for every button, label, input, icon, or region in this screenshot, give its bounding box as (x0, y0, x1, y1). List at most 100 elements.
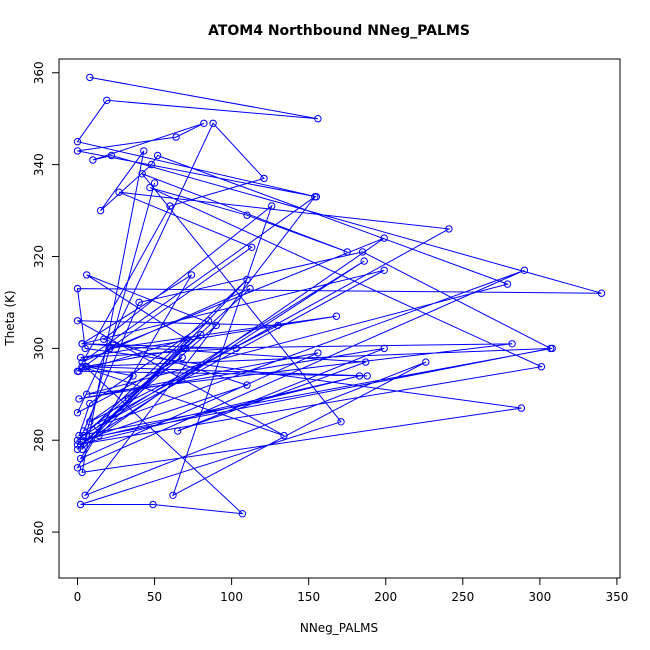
data-point (422, 358, 430, 366)
data-point (138, 170, 146, 178)
data-point (75, 395, 83, 403)
data-point (355, 372, 364, 380)
data-point (76, 353, 85, 362)
data-point (73, 441, 82, 449)
x-axis-label: NNeg_PALMS (300, 621, 378, 635)
data-point (212, 321, 220, 330)
data-point (243, 381, 251, 389)
data-point (209, 119, 217, 128)
series-line (75, 76, 602, 515)
data-point (337, 418, 345, 426)
data-point (83, 390, 91, 398)
x-tick-label: 50 (147, 590, 162, 604)
y-tick-label: 320 (32, 245, 46, 268)
data-point (124, 395, 133, 403)
data-point (248, 243, 256, 252)
data-point (183, 335, 191, 343)
data-point (73, 464, 82, 472)
data-point (246, 284, 254, 293)
data-point (243, 211, 251, 219)
data-point (86, 418, 94, 426)
data-point (106, 344, 114, 353)
x-tick-label: 200 (374, 590, 397, 604)
x-axis: 0 50 100 150 200 250 300 350 (74, 578, 628, 604)
y-tick-label: 300 (32, 337, 46, 360)
data-point (520, 266, 529, 274)
data-point (166, 202, 174, 210)
data-point (75, 367, 83, 375)
data-point (268, 202, 276, 210)
data-point (178, 353, 187, 362)
data-point (76, 500, 85, 509)
data-point (197, 330, 205, 339)
data-point (153, 151, 162, 160)
data-point (73, 284, 82, 293)
data-point (597, 289, 606, 297)
data-point (314, 349, 322, 357)
data-point (149, 500, 157, 509)
data-point (174, 427, 182, 435)
y-axis-label: Theta (K) (3, 290, 17, 346)
data-point (73, 409, 82, 417)
data-point (78, 340, 86, 348)
data-point (360, 257, 368, 265)
data-point (76, 441, 85, 449)
data-point (358, 248, 367, 256)
data-point (380, 344, 388, 353)
data-point (129, 372, 137, 380)
data-point (343, 248, 351, 256)
data-point (503, 280, 512, 288)
data-point (96, 206, 105, 215)
data-point (76, 454, 85, 463)
data-point (150, 179, 159, 187)
data-point (83, 271, 91, 279)
data-point (260, 174, 268, 183)
data-point (280, 431, 288, 440)
series-layer (73, 73, 606, 518)
y-tick-label: 280 (32, 429, 46, 452)
data-point (517, 404, 526, 412)
data-point (169, 491, 177, 499)
x-tick-label: 0 (74, 590, 82, 604)
data-point (232, 344, 240, 353)
data-point (274, 321, 282, 330)
data-point (311, 193, 319, 201)
data-point (78, 436, 86, 444)
data-point (78, 358, 86, 366)
data-point (80, 431, 88, 440)
data-point (86, 73, 94, 82)
x-tick-label: 150 (297, 590, 320, 604)
data-point (445, 225, 453, 233)
data-point (100, 335, 108, 343)
data-point (107, 151, 116, 160)
data-point (95, 431, 103, 440)
data-point (83, 363, 91, 371)
y-axis: 260 280 300 320 340 360 (32, 61, 59, 544)
plot-frame (58, 58, 621, 579)
y-tick-label: 260 (32, 521, 46, 544)
data-point (238, 510, 247, 518)
data-point (380, 234, 388, 242)
data-point (332, 312, 341, 320)
data-point (86, 399, 94, 408)
data-point (147, 160, 156, 169)
x-tick-label: 250 (451, 590, 474, 604)
data-point (204, 317, 213, 325)
data-point (115, 188, 123, 196)
data-point (80, 427, 88, 435)
x-tick-label: 350 (605, 590, 628, 604)
data-point (93, 422, 102, 431)
data-point (73, 138, 82, 146)
data-point (380, 266, 388, 274)
data-point (140, 147, 148, 155)
data-point (73, 317, 82, 325)
data-point (362, 358, 370, 366)
data-point (103, 96, 111, 105)
y-tick-label: 360 (32, 61, 46, 84)
x-tick-label: 300 (528, 590, 551, 604)
data-point (200, 119, 208, 128)
data-point (73, 147, 82, 155)
data-point (146, 183, 154, 192)
data-point (81, 491, 89, 499)
